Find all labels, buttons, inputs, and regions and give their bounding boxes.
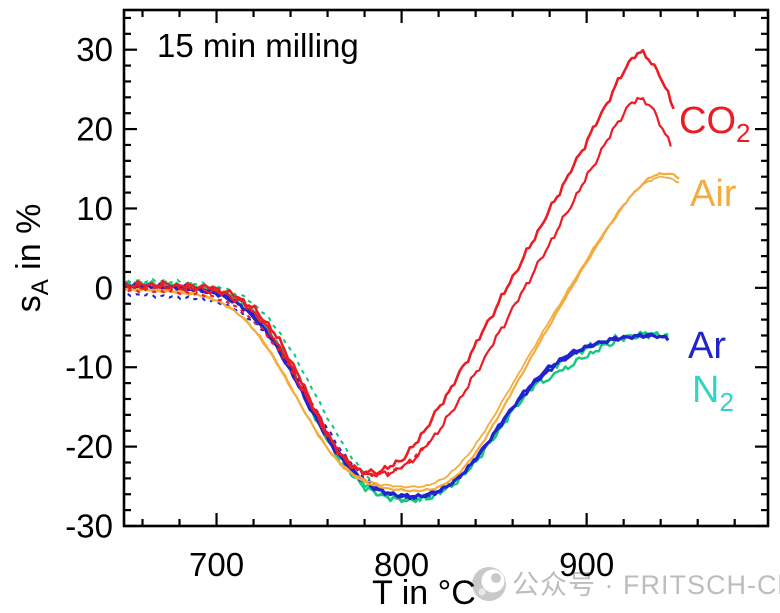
x-tick-label: 700	[189, 546, 244, 583]
y-tick-label: 20	[76, 111, 113, 148]
x-axis-label: T in °C	[372, 574, 476, 612]
y-tick-label: -30	[65, 508, 113, 545]
series-label-air: Air	[690, 173, 737, 215]
y-tick-label: 0	[95, 269, 113, 306]
y-tick-label: 30	[76, 31, 113, 68]
watermark: 公众号 · FRITSCH-China	[472, 567, 780, 601]
curves-layer	[124, 49, 680, 504]
x-tick-label: 900	[559, 546, 614, 583]
series-co2-run-2	[124, 96, 672, 478]
series-co2-run-1	[124, 49, 675, 476]
y-tick-label: -10	[65, 349, 113, 386]
y-axis-label: sA in %	[10, 204, 54, 313]
series-ar-run-1	[124, 282, 670, 499]
x-tick-label: 800	[374, 546, 429, 583]
series-co2-dashed-run	[127, 287, 432, 478]
series-label-co2: CO2	[679, 100, 750, 148]
series-label-n2: N2	[692, 369, 734, 417]
plot-title: 15 min milling	[157, 27, 359, 64]
series-air-run-1	[124, 172, 680, 493]
watermark-text: 公众号 · FRITSCH-China	[512, 570, 780, 600]
series-label-ar: Ar	[688, 325, 726, 367]
series-ar-run-2	[124, 284, 670, 501]
y-tick-label: 10	[76, 190, 113, 227]
series-air-run-2	[124, 175, 680, 489]
watermark-logo-icon	[472, 567, 506, 601]
plot-frame	[122, 8, 770, 528]
y-tick-label: -20	[65, 428, 113, 465]
